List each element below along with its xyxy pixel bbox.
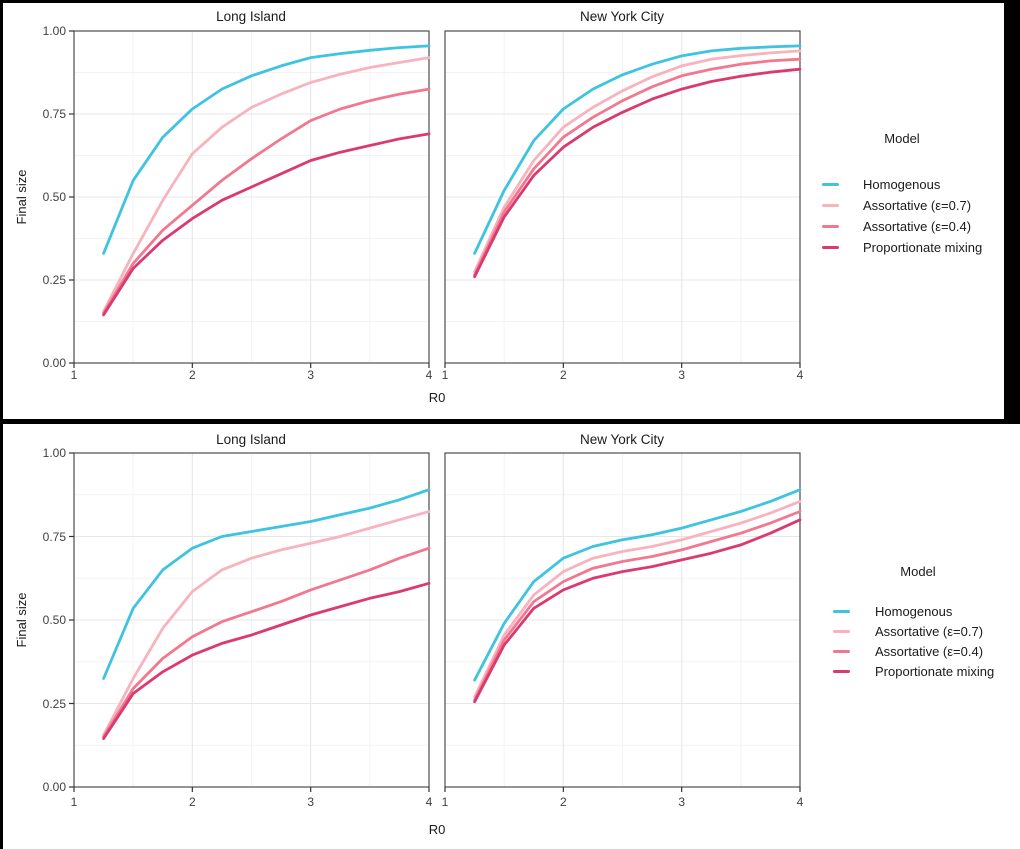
x-axis-title: R0 <box>428 822 446 837</box>
legend-label: Proportionate mixing <box>875 664 995 679</box>
y-tick-label: 0.25 <box>42 273 66 287</box>
facet-title-long-island: Long Island <box>216 9 286 24</box>
legend-label: Homogenous <box>863 177 941 192</box>
legend-line-swatch <box>833 610 850 613</box>
x-tick-label: 1 <box>441 795 449 809</box>
x-tick-label: 1 <box>70 795 78 809</box>
x-tick-label: 3 <box>307 795 314 809</box>
legend-label: Assortative (ε=0.7) <box>875 624 984 639</box>
legend-title: Model <box>884 131 920 146</box>
x-axis-title: R0 <box>428 390 446 405</box>
x-tick-label: 4 <box>425 795 433 809</box>
series-line-assortative-0-7 <box>102 510 431 737</box>
y-tick-label: 0.00 <box>42 780 66 794</box>
legend-title: Model <box>900 564 936 579</box>
legend-label: Proportionate mixing <box>863 240 983 255</box>
y-tick-label: 0.75 <box>42 107 66 121</box>
panel-border <box>444 30 801 364</box>
series-line-homogenous <box>473 488 802 682</box>
legend-label: Assortative (ε=0.4) <box>875 644 984 659</box>
x-tick-label: 4 <box>796 795 804 809</box>
series-line-proportionate-mixing <box>473 518 802 704</box>
x-tick-label: 3 <box>678 368 685 382</box>
series-line-assortative-0-7 <box>473 500 802 699</box>
legend-line-swatch <box>833 630 850 633</box>
series-line-assortative-0-7 <box>102 56 431 313</box>
panel-border <box>444 452 801 788</box>
x-tick-label: 2 <box>188 368 196 382</box>
series-line-homogenous <box>473 44 802 255</box>
figure-top: Long Island New York City Final size R0 … <box>3 3 1004 419</box>
x-tick-label: 4 <box>796 368 804 382</box>
series-line-proportionate-mixing <box>102 132 431 317</box>
legend-line-swatch <box>822 246 839 249</box>
legend-label: Assortative (ε=0.7) <box>863 198 972 213</box>
series-line-proportionate-mixing <box>102 581 431 741</box>
x-tick-label: 3 <box>678 795 685 809</box>
y-tick-label: 0.25 <box>42 696 66 711</box>
x-tick-label: 2 <box>559 368 567 382</box>
x-tick-label: 3 <box>307 368 314 382</box>
y-tick-label: 0.00 <box>42 356 66 370</box>
facet-title-new-york-city: New York City <box>579 432 665 447</box>
series-line-homogenous <box>102 44 431 255</box>
legend-label: Assortative (ε=0.4) <box>863 219 972 234</box>
legend-line-swatch <box>822 225 839 228</box>
plot-canvas-bottom <box>69 452 802 792</box>
legend-line-swatch <box>822 204 839 207</box>
series-line-proportionate-mixing <box>473 67 802 279</box>
series-line-homogenous <box>102 488 431 680</box>
legend-line-swatch <box>822 183 839 186</box>
series-line-assortative-0-4 <box>473 57 802 277</box>
legend-line-swatch <box>833 650 850 653</box>
x-tick-label: 1 <box>70 368 78 382</box>
facet-title-long-island: Long Island <box>216 432 286 447</box>
plot-canvas-top <box>69 30 802 368</box>
y-tick-label: 0.50 <box>42 613 66 627</box>
series-line-assortative-0-4 <box>102 546 431 739</box>
x-tick-label: 1 <box>441 368 449 382</box>
x-tick-label: 2 <box>559 795 567 809</box>
series-line-assortative-0-4 <box>102 87 431 315</box>
x-tick-label: 2 <box>188 795 196 809</box>
figure-bottom: Long Island New York City Final size R0 … <box>3 424 1020 849</box>
facet-title-new-york-city: New York City <box>579 9 665 24</box>
series-line-assortative-0-4 <box>473 510 802 702</box>
y-tick-label: 0.50 <box>42 190 66 204</box>
series-line-assortative-0-7 <box>473 49 802 274</box>
legend-line-swatch <box>833 670 850 673</box>
y-tick-label: 0.75 <box>42 529 66 544</box>
y-tick-label: 1.00 <box>42 446 66 460</box>
legend-label: Homogenous <box>875 604 953 619</box>
y-tick-label: 1.00 <box>42 24 66 38</box>
x-tick-label: 4 <box>425 368 433 382</box>
